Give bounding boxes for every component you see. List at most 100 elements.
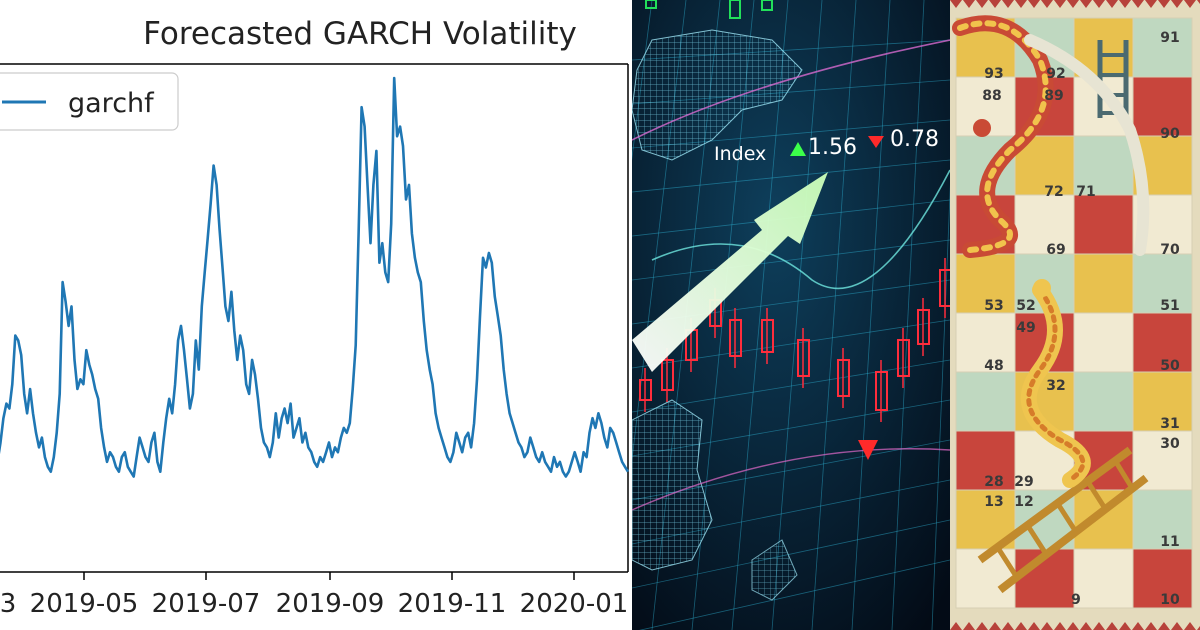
border-triangle <box>1093 622 1105 630</box>
border-triangle <box>1028 622 1040 630</box>
magenta-curve-lower <box>632 448 950 511</box>
board-number: 29 <box>1014 474 1033 490</box>
grid-line-v <box>811 0 857 630</box>
border-triangle <box>1106 0 1118 8</box>
snakes-ladders-board: 91 93 92 88 89 90 72 71 70 69 53 52 51 49 48 50 32 31 30 28… <box>950 0 1200 630</box>
board-cell <box>1132 17 1193 78</box>
up-arrow <box>632 172 828 372</box>
grid-line-h <box>639 559 950 630</box>
garch-chart-panel: Forecasted GARCH Volatility 2019-032019-… <box>0 16 630 619</box>
board-number: 28 <box>984 474 1003 490</box>
snakes-ladders-panel: 91 93 92 88 89 90 72 71 70 69 53 52 51 49 48 50 32 31 30 28… <box>950 0 1200 630</box>
border-triangle <box>1015 622 1027 630</box>
board-numbers: 91 93 92 88 89 90 72 71 70 69 53 52 51 49 48 50 32 31 30 28… <box>982 30 1180 608</box>
border-triangle <box>950 622 962 630</box>
chart-title: Forecasted GARCH Volatility <box>143 16 577 52</box>
border-triangle <box>1106 622 1118 630</box>
red-candle <box>639 379 652 401</box>
board-number: 9 <box>1071 592 1081 608</box>
cyan-curve <box>651 169 950 290</box>
board-number: 52 <box>1016 298 1035 314</box>
border-triangle <box>1145 622 1157 630</box>
board-number: 92 <box>1046 66 1065 82</box>
red-candle <box>875 371 888 411</box>
legend: garchf <box>0 72 179 131</box>
border-triangle <box>1145 0 1157 8</box>
border-triangle <box>1119 0 1131 8</box>
red-candle <box>761 319 774 353</box>
series-layer <box>0 76 630 478</box>
ladder-bottom <box>977 446 1149 594</box>
board-number: 49 <box>1016 320 1035 336</box>
x-tick-label: 2019-07 <box>152 589 261 619</box>
border-triangle <box>1002 622 1014 630</box>
index-down-value: 0.78 <box>890 127 939 152</box>
board-number: 69 <box>1046 242 1065 258</box>
board-cell <box>1132 489 1193 550</box>
border-triangle <box>1132 622 1144 630</box>
border-triangle <box>1197 0 1200 4</box>
magenta-curve <box>632 39 950 141</box>
border-triangle <box>1067 0 1079 8</box>
continent-asia <box>632 29 803 161</box>
finance-graphic-panel: Index 1.56 0.78 <box>632 0 950 630</box>
finance-graphic: Index 1.56 0.78 <box>632 0 950 630</box>
border-triangle <box>950 0 962 8</box>
border-triangle <box>1067 622 1079 630</box>
red-candle <box>661 359 674 391</box>
border-triangle <box>1080 0 1092 8</box>
green-candle <box>761 0 773 11</box>
board-number: 13 <box>984 494 1003 510</box>
border-triangle <box>1171 0 1183 8</box>
board-cell <box>1073 371 1134 432</box>
border-pattern <box>950 0 1200 630</box>
board-cell <box>1132 253 1193 314</box>
border-triangle <box>1171 622 1183 630</box>
x-tick-label: 2019-11 <box>398 589 507 619</box>
garch-chart: Forecasted GARCH Volatility 2019-032019-… <box>0 16 630 619</box>
board-number: 72 <box>1044 184 1063 200</box>
border-triangle <box>976 0 988 8</box>
x-tick-label: 2019-05 <box>30 589 139 619</box>
board-number: 31 <box>1160 416 1179 432</box>
border-triangle <box>963 0 975 8</box>
legend-box <box>0 72 179 131</box>
border-triangle <box>1054 622 1066 630</box>
red-candle <box>797 339 810 377</box>
board-number: 51 <box>1160 298 1179 314</box>
red-candle <box>897 339 910 377</box>
board-cell <box>1073 253 1134 314</box>
board-number: 48 <box>984 358 1003 374</box>
border-triangle <box>1158 0 1170 8</box>
board-number: 90 <box>1160 126 1180 142</box>
border-triangle <box>1041 622 1053 630</box>
grid-line-v <box>891 0 925 630</box>
border-triangle <box>1054 0 1066 8</box>
green-candle <box>645 0 657 9</box>
border-triangle <box>1028 0 1040 8</box>
board-cell <box>955 371 1016 432</box>
board-cell <box>955 430 1016 491</box>
board-cell <box>1132 548 1193 609</box>
snake-yellow-pattern <box>1026 287 1086 483</box>
board-cell <box>1132 312 1193 373</box>
board-cell <box>1132 371 1193 432</box>
red-candle <box>837 359 850 397</box>
snake-cream <box>1024 34 1150 256</box>
border-triangle <box>989 0 1001 8</box>
border-triangle <box>1002 0 1014 8</box>
series-line-garchf <box>0 76 630 478</box>
border-triangle <box>1093 0 1105 8</box>
border-triangle <box>1080 622 1092 630</box>
legend-entry-garchf: garchf <box>68 88 155 119</box>
board-number: 71 <box>1076 184 1095 200</box>
grid-line-h <box>632 239 950 281</box>
board-number: 53 <box>984 298 1003 314</box>
red-candle <box>729 319 742 357</box>
island-new-zealand <box>751 539 798 601</box>
green-candle <box>729 0 741 19</box>
down-triangle-icon-large <box>858 440 878 460</box>
red-candle <box>939 269 950 307</box>
border-triangle <box>976 622 988 630</box>
grid-line-v <box>851 0 891 630</box>
